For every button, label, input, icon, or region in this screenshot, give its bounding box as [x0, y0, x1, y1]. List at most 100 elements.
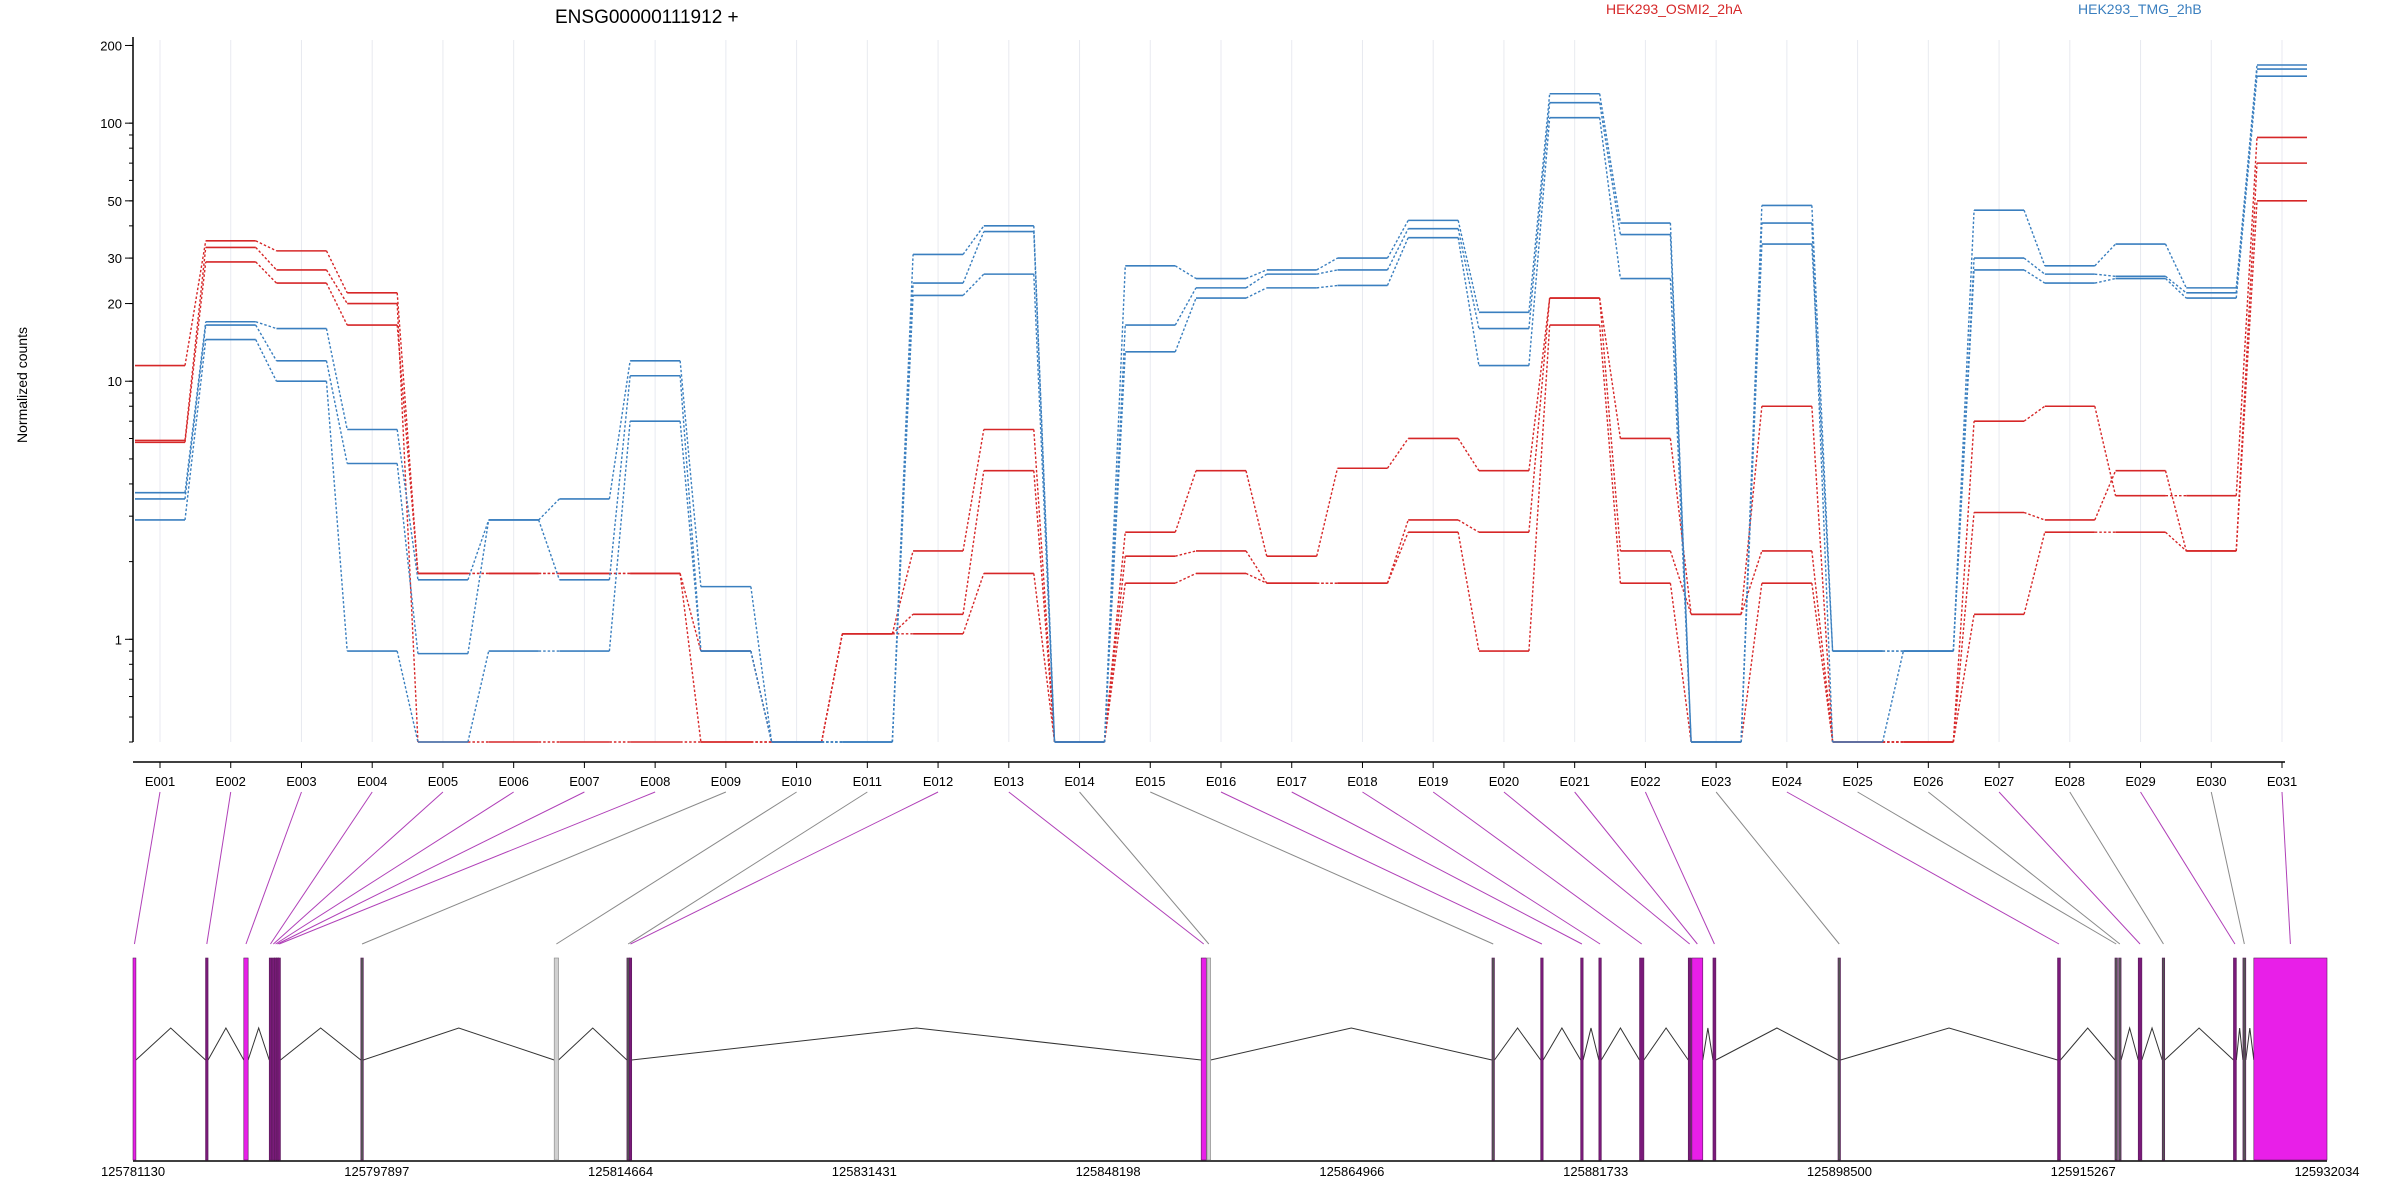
transition-segment	[2164, 470, 2187, 552]
transition-segment	[1316, 269, 1338, 275]
transition-segment	[2023, 405, 2046, 422]
exon-block-e021	[1691, 957, 1704, 1161]
intron-line	[2235, 1027, 2244, 1061]
transition-segment	[1457, 532, 1480, 652]
genomic-coordinate-label: 125915267	[2051, 1164, 2116, 1179]
intron-line	[280, 1027, 362, 1061]
transition-segment	[1245, 572, 1268, 584]
exon-block-e008	[277, 957, 281, 1161]
x-tick-label-e021: E021	[1559, 774, 1589, 789]
transition-segment	[1245, 550, 1268, 584]
exon-connectors	[133, 791, 2291, 945]
transition-segment	[1174, 265, 1197, 280]
transition-segment	[1952, 512, 1975, 743]
transition-segment	[1386, 531, 1409, 584]
transition-segment	[750, 650, 773, 743]
intron-line	[1643, 1027, 1689, 1061]
transition-segment	[962, 273, 985, 296]
transition-segment	[1669, 550, 1692, 615]
transition-segment	[184, 240, 207, 366]
transition-segment	[396, 303, 419, 743]
transition-segment	[2023, 532, 2046, 615]
x-tick-label-e022: E022	[1630, 774, 1660, 789]
transition-segment	[255, 240, 277, 252]
intron-line	[2245, 1027, 2255, 1061]
genomic-coordinate-label: 125881733	[1563, 1164, 1628, 1179]
transition-segment	[255, 324, 278, 362]
connector-e002	[206, 791, 232, 945]
transition-segment	[1740, 244, 1763, 743]
genomic-coordinate-label: 125848198	[1076, 1164, 1141, 1179]
connector-e025	[1857, 791, 2117, 945]
transition-segment	[1598, 325, 1622, 584]
transition-segment	[325, 328, 348, 430]
genomic-coordinate-label: 125864966	[1319, 1164, 1384, 1179]
genomic-coordinate-label: 125932034	[2294, 1164, 2359, 1179]
transition-segment	[1598, 117, 1622, 279]
gene-model: 125781130 125797897 125814664 125831431 1258…	[101, 957, 2360, 1179]
transition-segment	[962, 231, 985, 284]
transition-segment	[1598, 102, 1622, 235]
transition-segment	[1952, 269, 1975, 652]
genomic-coordinate-label: 125898500	[1807, 1164, 1872, 1179]
x-tick-label-e003: E003	[286, 774, 316, 789]
exon-block-e009	[360, 957, 364, 1161]
transition-segment	[1528, 297, 1551, 471]
transition-segment	[608, 421, 631, 652]
transition-segment	[1457, 228, 1480, 329]
transition-segment	[2094, 243, 2117, 267]
transition-segment	[1386, 237, 1409, 286]
transition-segment	[1952, 421, 1975, 743]
exon-block-e004	[268, 957, 273, 1161]
x-tick-label-e004: E004	[357, 774, 387, 789]
transition-segment	[1033, 470, 1056, 743]
x-tick-label-e007: E007	[569, 774, 599, 789]
transition-segment	[1811, 550, 1834, 743]
connector-e003	[245, 791, 302, 945]
transition-segment	[2235, 200, 2258, 551]
exon-block-e026	[2118, 957, 2122, 1161]
transition-segment	[255, 261, 277, 284]
transition-segment	[1740, 406, 1763, 615]
intron-line	[247, 1026, 270, 1061]
transition-segment	[2094, 470, 2117, 521]
transition-segment	[1528, 93, 1551, 313]
exon-block-e010	[553, 957, 559, 1161]
intron-line	[363, 1027, 555, 1061]
transition-segment	[2023, 511, 2046, 521]
transition-segment	[1245, 269, 1268, 280]
genomic-coordinate-label: 125814664	[588, 1164, 653, 1179]
transition-segment	[538, 498, 560, 521]
transition-segment	[1457, 237, 1480, 366]
exon-block-e023	[1837, 957, 1841, 1161]
transition-segment	[2235, 76, 2258, 299]
transition-segment	[1316, 257, 1338, 271]
legend-item-series-a: HEK293_OSMI2_2hA	[1606, 1, 1743, 17]
transition-segment	[1033, 573, 1056, 743]
connector-e026	[1928, 791, 2121, 945]
exon-block-e027	[2137, 957, 2143, 1161]
transition-segment	[396, 650, 419, 743]
connector-e021	[1574, 791, 1698, 945]
transition-segment	[1457, 438, 1480, 472]
connector-e001	[133, 791, 161, 945]
exon-block-e020	[1687, 957, 1692, 1161]
transition-segment	[1386, 519, 1409, 584]
transition-segment	[1598, 297, 1622, 439]
exon-block-e013	[1200, 957, 1207, 1161]
transition-segment	[1245, 273, 1268, 289]
transition-segment	[1386, 228, 1409, 271]
connector-e017	[1291, 791, 1583, 945]
intron-line	[1702, 1027, 1714, 1061]
transition-segment	[2235, 137, 2258, 496]
x-tick-label-e030: E030	[2196, 774, 2226, 789]
connector-e015	[1150, 791, 1494, 945]
exon-block-e014	[1206, 957, 1211, 1161]
transition-segment	[396, 429, 419, 580]
transition-segment	[467, 519, 490, 654]
transition-segment	[2165, 278, 2187, 299]
exon-block-e022	[1712, 957, 1717, 1161]
exon-block-e012	[628, 957, 633, 1161]
intron-line	[2060, 1027, 2116, 1061]
connector-e019	[1432, 791, 1643, 945]
